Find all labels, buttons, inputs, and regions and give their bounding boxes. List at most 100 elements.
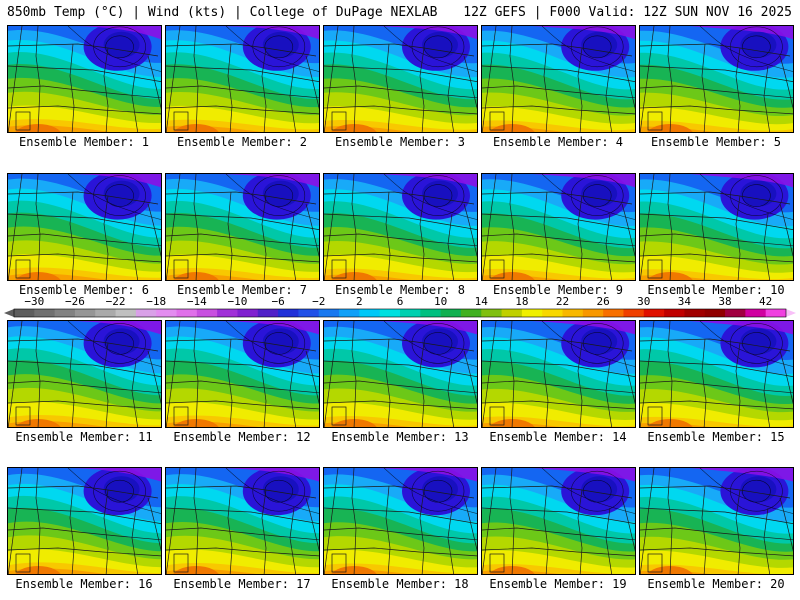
colorbar-swatch <box>278 309 299 317</box>
ensemble-member-map-17 <box>165 467 320 575</box>
colorbar-swatch <box>664 309 685 317</box>
colorbar-tick-label: 14 <box>474 295 488 308</box>
ensemble-member-map-18 <box>323 467 478 575</box>
colorbar-right-arrow <box>786 309 796 317</box>
run-valid-time: 12Z GEFS | F000 Valid: 12Z SUN NOV 16 20… <box>463 5 792 20</box>
boundaries <box>8 174 161 280</box>
core-low <box>103 180 140 207</box>
ensemble-member-map-10 <box>639 173 794 281</box>
boundaries <box>482 26 635 132</box>
boundaries <box>166 26 319 132</box>
colorbar-swatch <box>318 309 340 317</box>
ensemble-member-label: Ensemble Member: 15 <box>647 430 785 444</box>
purple-top <box>58 174 161 188</box>
colorbar-tick-labels: −30 −26 −22 −18 −14 −10 −6 −2 2 6 10 14 18 22 26 30 34 38… <box>0 296 800 308</box>
core-low <box>581 31 618 58</box>
purple-top <box>690 321 793 335</box>
colorbar-swatch <box>745 309 767 317</box>
ensemble-member-label: Ensemble Member: 1 <box>18 135 150 149</box>
core-low <box>740 31 777 58</box>
colorbar-tick-label: 26 <box>596 295 610 308</box>
purple-top <box>690 468 793 482</box>
colorbar-tick-label: −30 <box>24 295 45 308</box>
colorbar-swatch <box>257 309 279 317</box>
colorbar-swatch <box>217 309 238 317</box>
purple-top <box>216 321 319 335</box>
core-low <box>581 328 618 355</box>
colorbar-swatch <box>501 309 523 317</box>
wind-contours <box>699 26 793 72</box>
ensemble-member-map-5 <box>639 25 794 133</box>
ensemble-member-map-16 <box>7 467 162 575</box>
colorbar-swatch <box>603 309 624 317</box>
colorbar-swatch <box>542 309 564 317</box>
wind-contours <box>699 174 793 220</box>
ensemble-member-label: Ensemble Member: 17 <box>173 577 311 591</box>
colorbar-swatch <box>765 309 787 317</box>
ensemble-member-label: Ensemble Member: 7 <box>176 283 308 297</box>
ensemble-member-map-6 <box>7 173 162 281</box>
colorbar-swatch <box>196 309 218 317</box>
wind-contours <box>225 26 319 72</box>
ensemble-member-map-1 <box>7 25 162 133</box>
colorbar-swatch <box>725 309 746 317</box>
colorbar-swatch <box>237 309 259 317</box>
wind-contours <box>383 174 477 220</box>
purple-top <box>216 174 319 188</box>
core-low <box>262 328 299 355</box>
wind-contours <box>67 26 161 72</box>
purple-top <box>216 26 319 40</box>
ensemble-member-label: Ensemble Member: 6 <box>18 283 150 297</box>
colorbar-tick-label: −2 <box>312 295 326 308</box>
temperature-colorbar <box>4 308 796 318</box>
colorbar-swatch <box>359 309 381 317</box>
colorbar-swatch <box>460 309 482 317</box>
boundaries <box>8 468 161 574</box>
ensemble-member-label: Ensemble Member: 2 <box>176 135 308 149</box>
boundaries <box>8 321 161 427</box>
colorbar-tick-label: −14 <box>186 295 207 308</box>
colorbar-swatch <box>54 309 76 317</box>
colorbar-swatch <box>339 309 360 317</box>
purple-top <box>690 26 793 40</box>
colorbar-tick-label: 18 <box>515 295 529 308</box>
colorbar-swatch <box>481 309 503 317</box>
wind-contours <box>67 321 161 367</box>
wind-contours <box>383 26 477 72</box>
colorbar-swatch <box>643 309 665 317</box>
purple-top <box>532 174 635 188</box>
boundaries <box>8 26 161 132</box>
colorbar-tick-label: −26 <box>65 295 85 308</box>
ensemble-member-label: Ensemble Member: 3 <box>334 135 466 149</box>
ensemble-member-label: Ensemble Member: 13 <box>331 430 469 444</box>
boundaries <box>324 174 477 280</box>
ensemble-member-label: Ensemble Member: 12 <box>173 430 311 444</box>
core-low <box>422 328 458 355</box>
colorbar-swatch <box>400 309 421 317</box>
ensemble-member-label: Ensemble Member: 4 <box>492 135 624 149</box>
ensemble-member-map-15 <box>639 320 794 428</box>
wind-contours <box>699 468 793 514</box>
colorbar-tick-label: −6 <box>271 295 285 308</box>
boundaries <box>482 468 635 574</box>
ensemble-member-label: Ensemble Member: 18 <box>331 577 469 591</box>
core-low <box>103 476 140 503</box>
ensemble-member-label: Ensemble Member: 16 <box>15 577 153 591</box>
ensemble-member-map-9 <box>481 173 636 281</box>
purple-top <box>58 321 161 335</box>
core-low <box>581 476 618 503</box>
wind-contours <box>699 321 793 367</box>
ensemble-member-map-3 <box>323 25 478 133</box>
core-low <box>422 31 458 58</box>
wind-contours <box>383 321 477 367</box>
ensemble-member-label: Ensemble Member: 11 <box>15 430 153 444</box>
core-low <box>103 328 140 355</box>
core-low <box>422 476 458 503</box>
ensemble-member-label: Ensemble Member: 5 <box>650 135 782 149</box>
ensemble-member-label: Ensemble Member: 14 <box>489 430 627 444</box>
boundaries <box>324 26 477 132</box>
colorbar-swatch <box>562 309 584 317</box>
boundaries <box>482 174 635 280</box>
colorbar-swatch <box>74 309 96 317</box>
wind-contours <box>541 468 635 514</box>
